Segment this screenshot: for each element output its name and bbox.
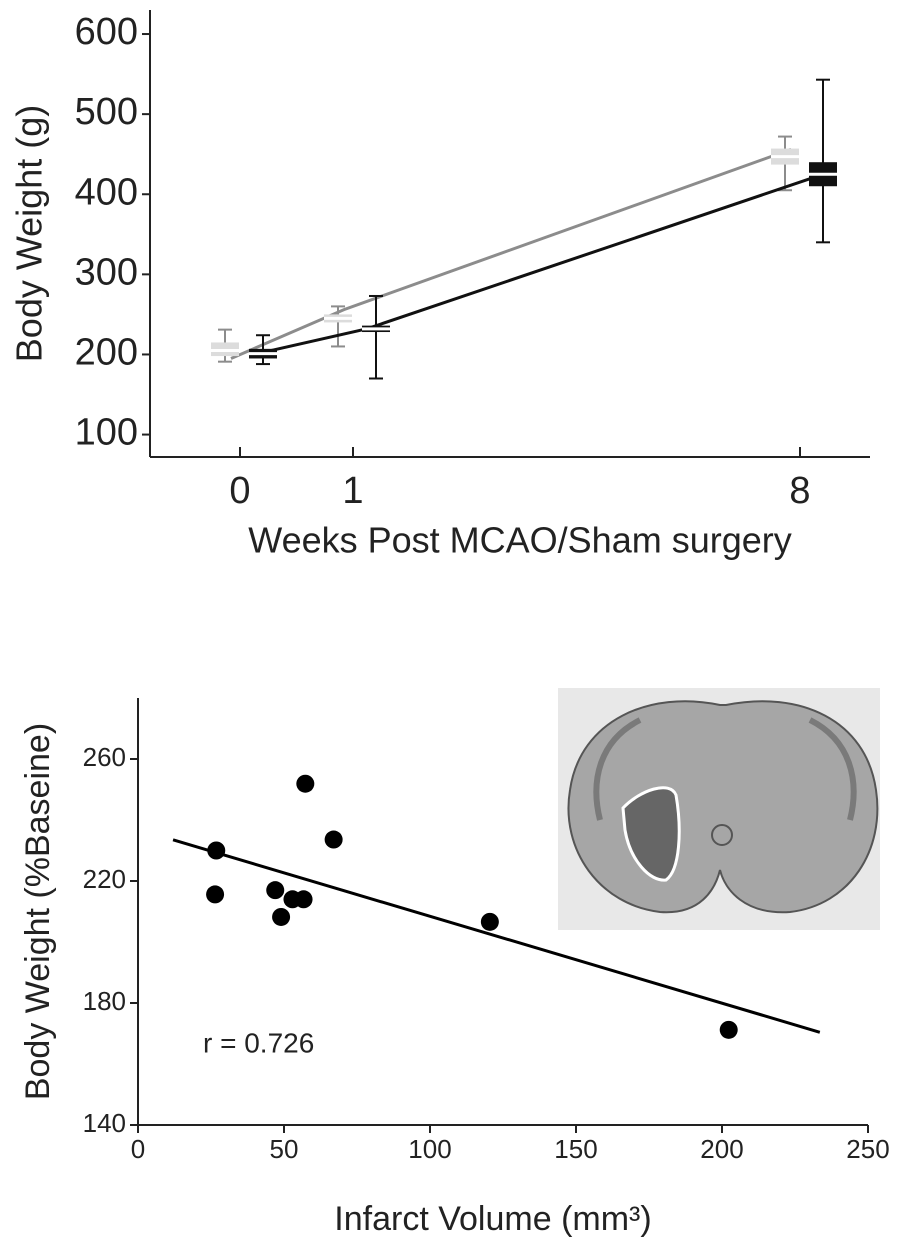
x-tick-label: 200 [700,1134,743,1164]
brain-section-image [558,688,880,930]
y-tick-label: 220 [83,864,126,894]
x-tick-label: 1 [342,470,363,512]
x-tick-label: 100 [408,1134,451,1164]
point [272,908,290,926]
point [296,775,314,793]
annotation: r = 0.726 [203,1027,314,1058]
point [295,890,313,908]
y-axis-label: Body Weight (g) [9,105,50,362]
x-tick-label: 250 [846,1134,889,1164]
y-tick-label: 200 [75,331,138,373]
x-axis-label: Weeks Post MCAO/Sham surgery [248,520,792,561]
y-tick-label: 300 [75,251,138,293]
x-tick-label: 0 [229,470,250,512]
y-tick-label: 600 [75,11,138,53]
y-tick-label: 400 [75,171,138,213]
y-tick-label: 140 [83,1108,126,1138]
mean-line [231,149,791,358]
point [481,913,499,931]
x-tick-label: 50 [270,1134,299,1164]
y-tick-label: 260 [83,742,126,772]
point [207,842,225,860]
x-tick-label: 8 [789,470,810,512]
y-tick-label: 100 [75,412,138,454]
point [206,885,224,903]
y-tick-label: 500 [75,91,138,133]
y-tick-label: 180 [83,986,126,1016]
point [720,1021,738,1039]
point [325,831,343,849]
y-axis-label: Body Weight (%Baseine) [19,723,57,1100]
x-axis-label: Infarct Volume (mm³) [334,1200,651,1238]
point [266,881,284,899]
figure: 100200300400500600Body Weight (g)018Week… [0,0,901,1241]
x-tick-label: 150 [554,1134,597,1164]
x-tick-label: 0 [131,1134,145,1164]
